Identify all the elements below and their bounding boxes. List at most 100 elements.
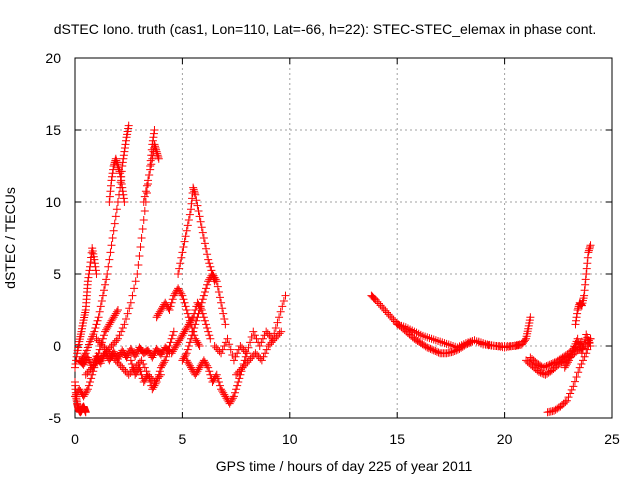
data-point: [168, 347, 177, 356]
data-point: [229, 392, 238, 401]
data-point: [181, 351, 190, 359]
data-point: [182, 324, 191, 332]
data-point: [544, 361, 553, 370]
data-point: [200, 288, 209, 296]
data-point: [181, 325, 190, 334]
data-point: [200, 239, 209, 248]
data-point: [118, 346, 127, 355]
data-point: [269, 336, 278, 345]
data-point: [99, 286, 108, 295]
data-point: [107, 316, 116, 325]
data-point: [476, 338, 485, 347]
data-point: [153, 151, 162, 160]
data-point: [107, 176, 116, 185]
data-point: [139, 198, 148, 206]
data-point: [111, 154, 120, 163]
data-point: [71, 360, 80, 368]
y-tick-label: 20: [45, 50, 61, 66]
data-point: [188, 194, 197, 203]
data-point: [550, 358, 559, 367]
y-tick-label: 10: [45, 194, 61, 210]
data-point: [86, 378, 95, 386]
data-point: [114, 163, 123, 172]
data-point: [209, 271, 218, 280]
data-point: [218, 345, 227, 354]
data-point: [431, 347, 440, 356]
data-point: [145, 348, 154, 357]
data-point: [432, 347, 441, 356]
data-point: [515, 340, 524, 349]
data-point: [124, 121, 133, 130]
data-point: [116, 172, 125, 181]
data-point: [142, 372, 151, 381]
data-point: [179, 354, 188, 363]
data-point: [137, 234, 146, 242]
data-point: [583, 259, 592, 268]
x-tick-label: 25: [604, 431, 620, 447]
data-point: [552, 357, 561, 366]
data-point: [574, 338, 583, 347]
data-point: [264, 342, 273, 350]
data-point: [128, 291, 137, 300]
data-point: [276, 307, 285, 316]
data-point: [106, 318, 115, 327]
data-point: [122, 353, 131, 362]
data-point: [106, 248, 115, 257]
data-point: [278, 302, 287, 311]
data-point: [212, 277, 221, 286]
data-point: [110, 311, 119, 320]
data-point: [182, 356, 191, 365]
data-point: [581, 275, 590, 284]
data-point: [82, 355, 91, 364]
data-point: [153, 374, 162, 383]
data-point: [112, 307, 121, 316]
data-point: [567, 385, 576, 394]
data-point: [180, 327, 189, 336]
data-point: [154, 309, 163, 318]
data-point: [112, 336, 121, 345]
data-point: [139, 360, 148, 368]
data-point: [139, 216, 148, 224]
data-point: [550, 406, 559, 415]
data-point: [411, 335, 420, 344]
data-point: [198, 295, 207, 304]
data-point: [573, 306, 582, 314]
data-point: [194, 340, 203, 349]
x-tick-label: 15: [389, 431, 405, 447]
data-point: [265, 340, 274, 349]
data-point: [533, 366, 542, 375]
data-point: [153, 149, 162, 158]
data-point: [182, 226, 191, 235]
data-point: [195, 212, 204, 221]
data-point: [221, 392, 230, 401]
data-point: [389, 315, 398, 324]
data-point: [255, 342, 264, 350]
data-point: [148, 136, 157, 145]
data-point: [272, 333, 281, 341]
data-point: [121, 140, 130, 149]
data-point: [412, 328, 421, 337]
data-point: [461, 339, 470, 348]
data-point: [226, 397, 235, 406]
data-point: [159, 360, 168, 368]
data-point: [231, 388, 240, 397]
data-point: [453, 343, 462, 352]
data-point: [582, 264, 591, 273]
data-point: [99, 331, 108, 340]
data-point: [145, 374, 154, 383]
data-point: [95, 307, 104, 316]
data-point: [428, 345, 437, 354]
data-point: [210, 342, 219, 350]
data-point: [120, 198, 129, 206]
data-point: [112, 205, 121, 214]
data-point: [198, 309, 207, 318]
data-point: [174, 284, 183, 293]
data-point: [275, 329, 284, 338]
data-point: [126, 356, 135, 365]
data-point: [144, 176, 153, 185]
data-point: [187, 199, 196, 208]
data-point: [369, 293, 378, 302]
data-point: [167, 298, 176, 307]
data-point: [470, 336, 479, 345]
data-point: [128, 348, 137, 357]
